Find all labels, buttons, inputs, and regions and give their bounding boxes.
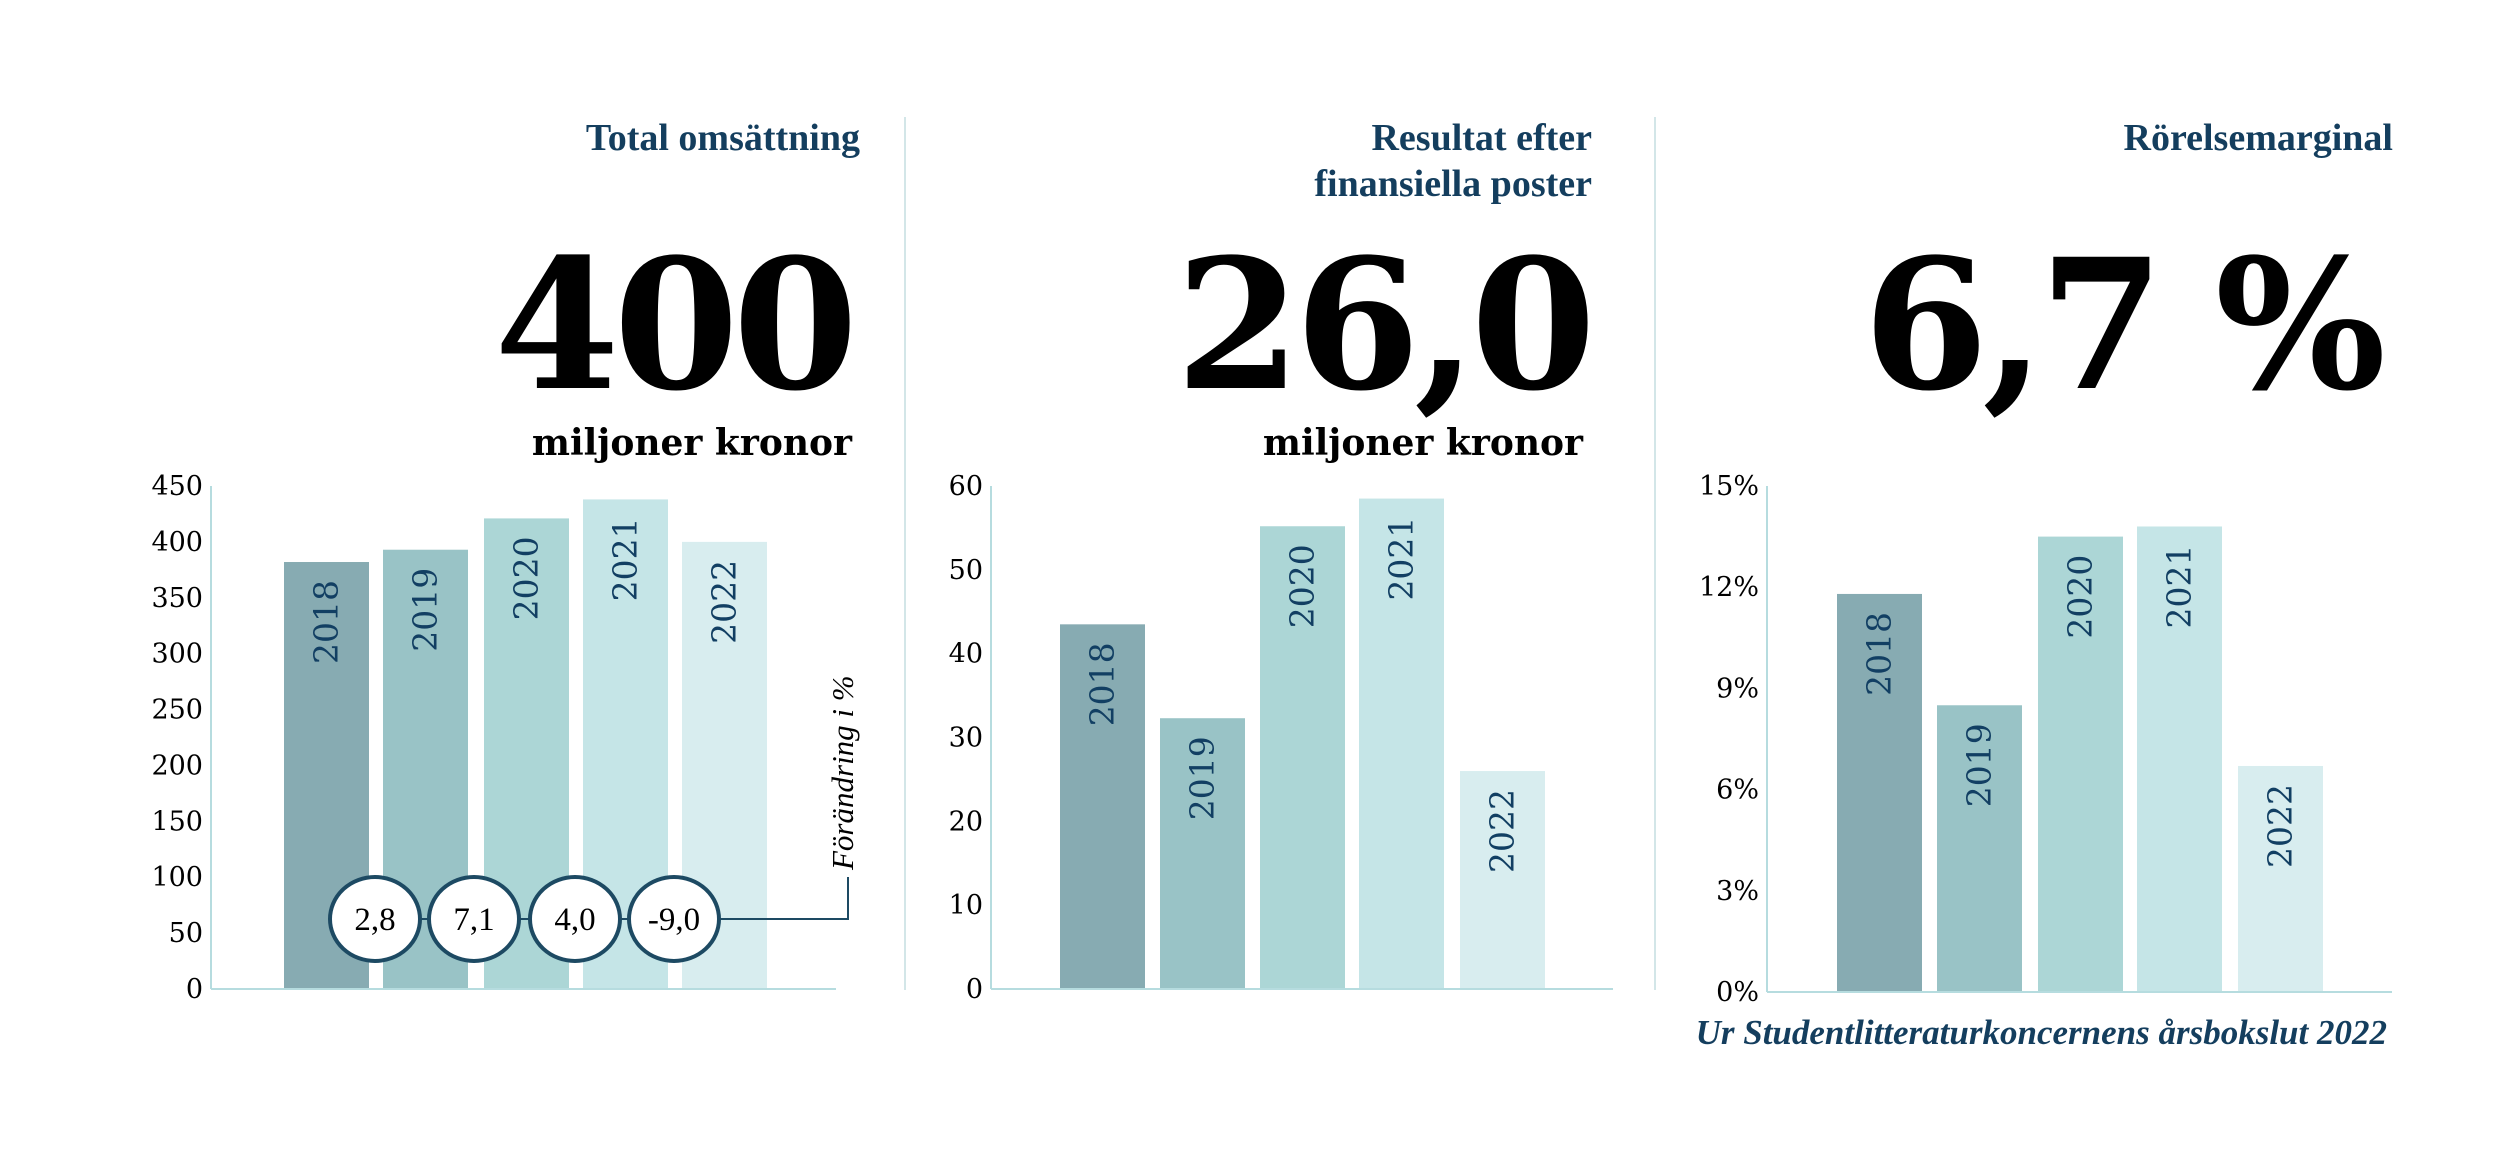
y-tick-label: 15%	[1699, 471, 1759, 502]
y-tick-label: 40	[949, 639, 983, 670]
change-axis-label: Förändring i %	[825, 675, 860, 871]
bar-2021	[2137, 526, 2222, 992]
headline-value: 400	[494, 220, 852, 431]
headline-unit: miljoner kronor	[532, 422, 853, 464]
y-tick-label: 50	[169, 918, 203, 949]
y-tick-label: 450	[151, 471, 203, 502]
bar-2020	[2038, 536, 2123, 992]
y-tick-label: 3%	[1716, 876, 1759, 907]
bar-label-2018: 2018	[1860, 612, 1899, 696]
y-tick-label: 20	[949, 806, 983, 837]
bar-2021	[1359, 498, 1444, 989]
y-tick-label: 0%	[1716, 977, 1759, 1008]
y-tick-label: 250	[151, 695, 203, 726]
y-tick-label: 400	[151, 527, 203, 558]
panel-title-resultat-line2: finansiella poster	[1314, 163, 1592, 205]
bar-label-2022: 2022	[1483, 789, 1522, 873]
y-tick-label: 50	[949, 555, 983, 586]
y-tick-label: 30	[949, 723, 983, 754]
change-bubble	[627, 875, 721, 963]
bar-label-2019: 2019	[1183, 736, 1222, 820]
bar-label-2021: 2021	[1382, 517, 1421, 601]
panel-title-resultat: Resultat efter	[1371, 117, 1592, 159]
change-value: -9,0	[648, 902, 700, 938]
bar-label-2020: 2020	[507, 536, 546, 620]
panel-title-total-omsattning: Total omsättning	[586, 117, 860, 159]
bar-2018	[1837, 593, 1922, 992]
change-value: 4,0	[554, 902, 595, 938]
bar-label-2021: 2021	[2160, 544, 2199, 628]
bar-label-2018: 2018	[307, 580, 346, 664]
y-tick-label: 10	[949, 890, 983, 921]
bar-label-2020: 2020	[2061, 555, 2100, 639]
bar-label-2021: 2021	[606, 517, 645, 601]
headline-value: 6,7 %	[1863, 220, 2382, 431]
change-bubble	[328, 875, 422, 963]
bar-2019	[1160, 718, 1245, 989]
change-value: 2,8	[354, 902, 395, 938]
panel-title-rorelsemarginal: Rörelsemarginal	[2124, 117, 2393, 159]
source-footnote: Ur Studentlitteraturkoncernens årsbokslu…	[1696, 1013, 2387, 1052]
change-bubble	[528, 875, 622, 963]
change-value: 7,1	[453, 902, 494, 938]
bar-2018	[1060, 624, 1145, 989]
y-tick-label: 12%	[1699, 572, 1759, 603]
bar-label-2020: 2020	[1283, 544, 1322, 628]
bar-label-2019: 2019	[1960, 723, 1999, 807]
bar-label-2022: 2022	[705, 560, 744, 644]
y-tick-label: 100	[151, 862, 203, 893]
change-bubble	[427, 875, 521, 963]
y-tick-label: 200	[151, 750, 203, 781]
headline-value: 26,0	[1176, 220, 1590, 431]
y-tick-label: 0	[186, 974, 203, 1005]
y-tick-label: 300	[151, 639, 203, 670]
bar-label-2019: 2019	[406, 568, 445, 652]
bar-label-2022: 2022	[2261, 784, 2300, 868]
bar-2019	[1937, 705, 2022, 992]
y-tick-label: 150	[151, 806, 203, 837]
bar-label-2018: 2018	[1083, 642, 1122, 726]
y-tick-label: 0	[966, 974, 983, 1005]
headline-unit: miljoner kronor	[1263, 422, 1584, 464]
bar-2022	[2238, 765, 2323, 992]
y-tick-label: 350	[151, 583, 203, 614]
bar-2020	[1260, 526, 1345, 989]
y-tick-label: 9%	[1716, 673, 1759, 704]
bar-2022	[1460, 771, 1545, 989]
y-tick-label: 6%	[1716, 775, 1759, 806]
y-tick-label: 60	[949, 471, 983, 502]
